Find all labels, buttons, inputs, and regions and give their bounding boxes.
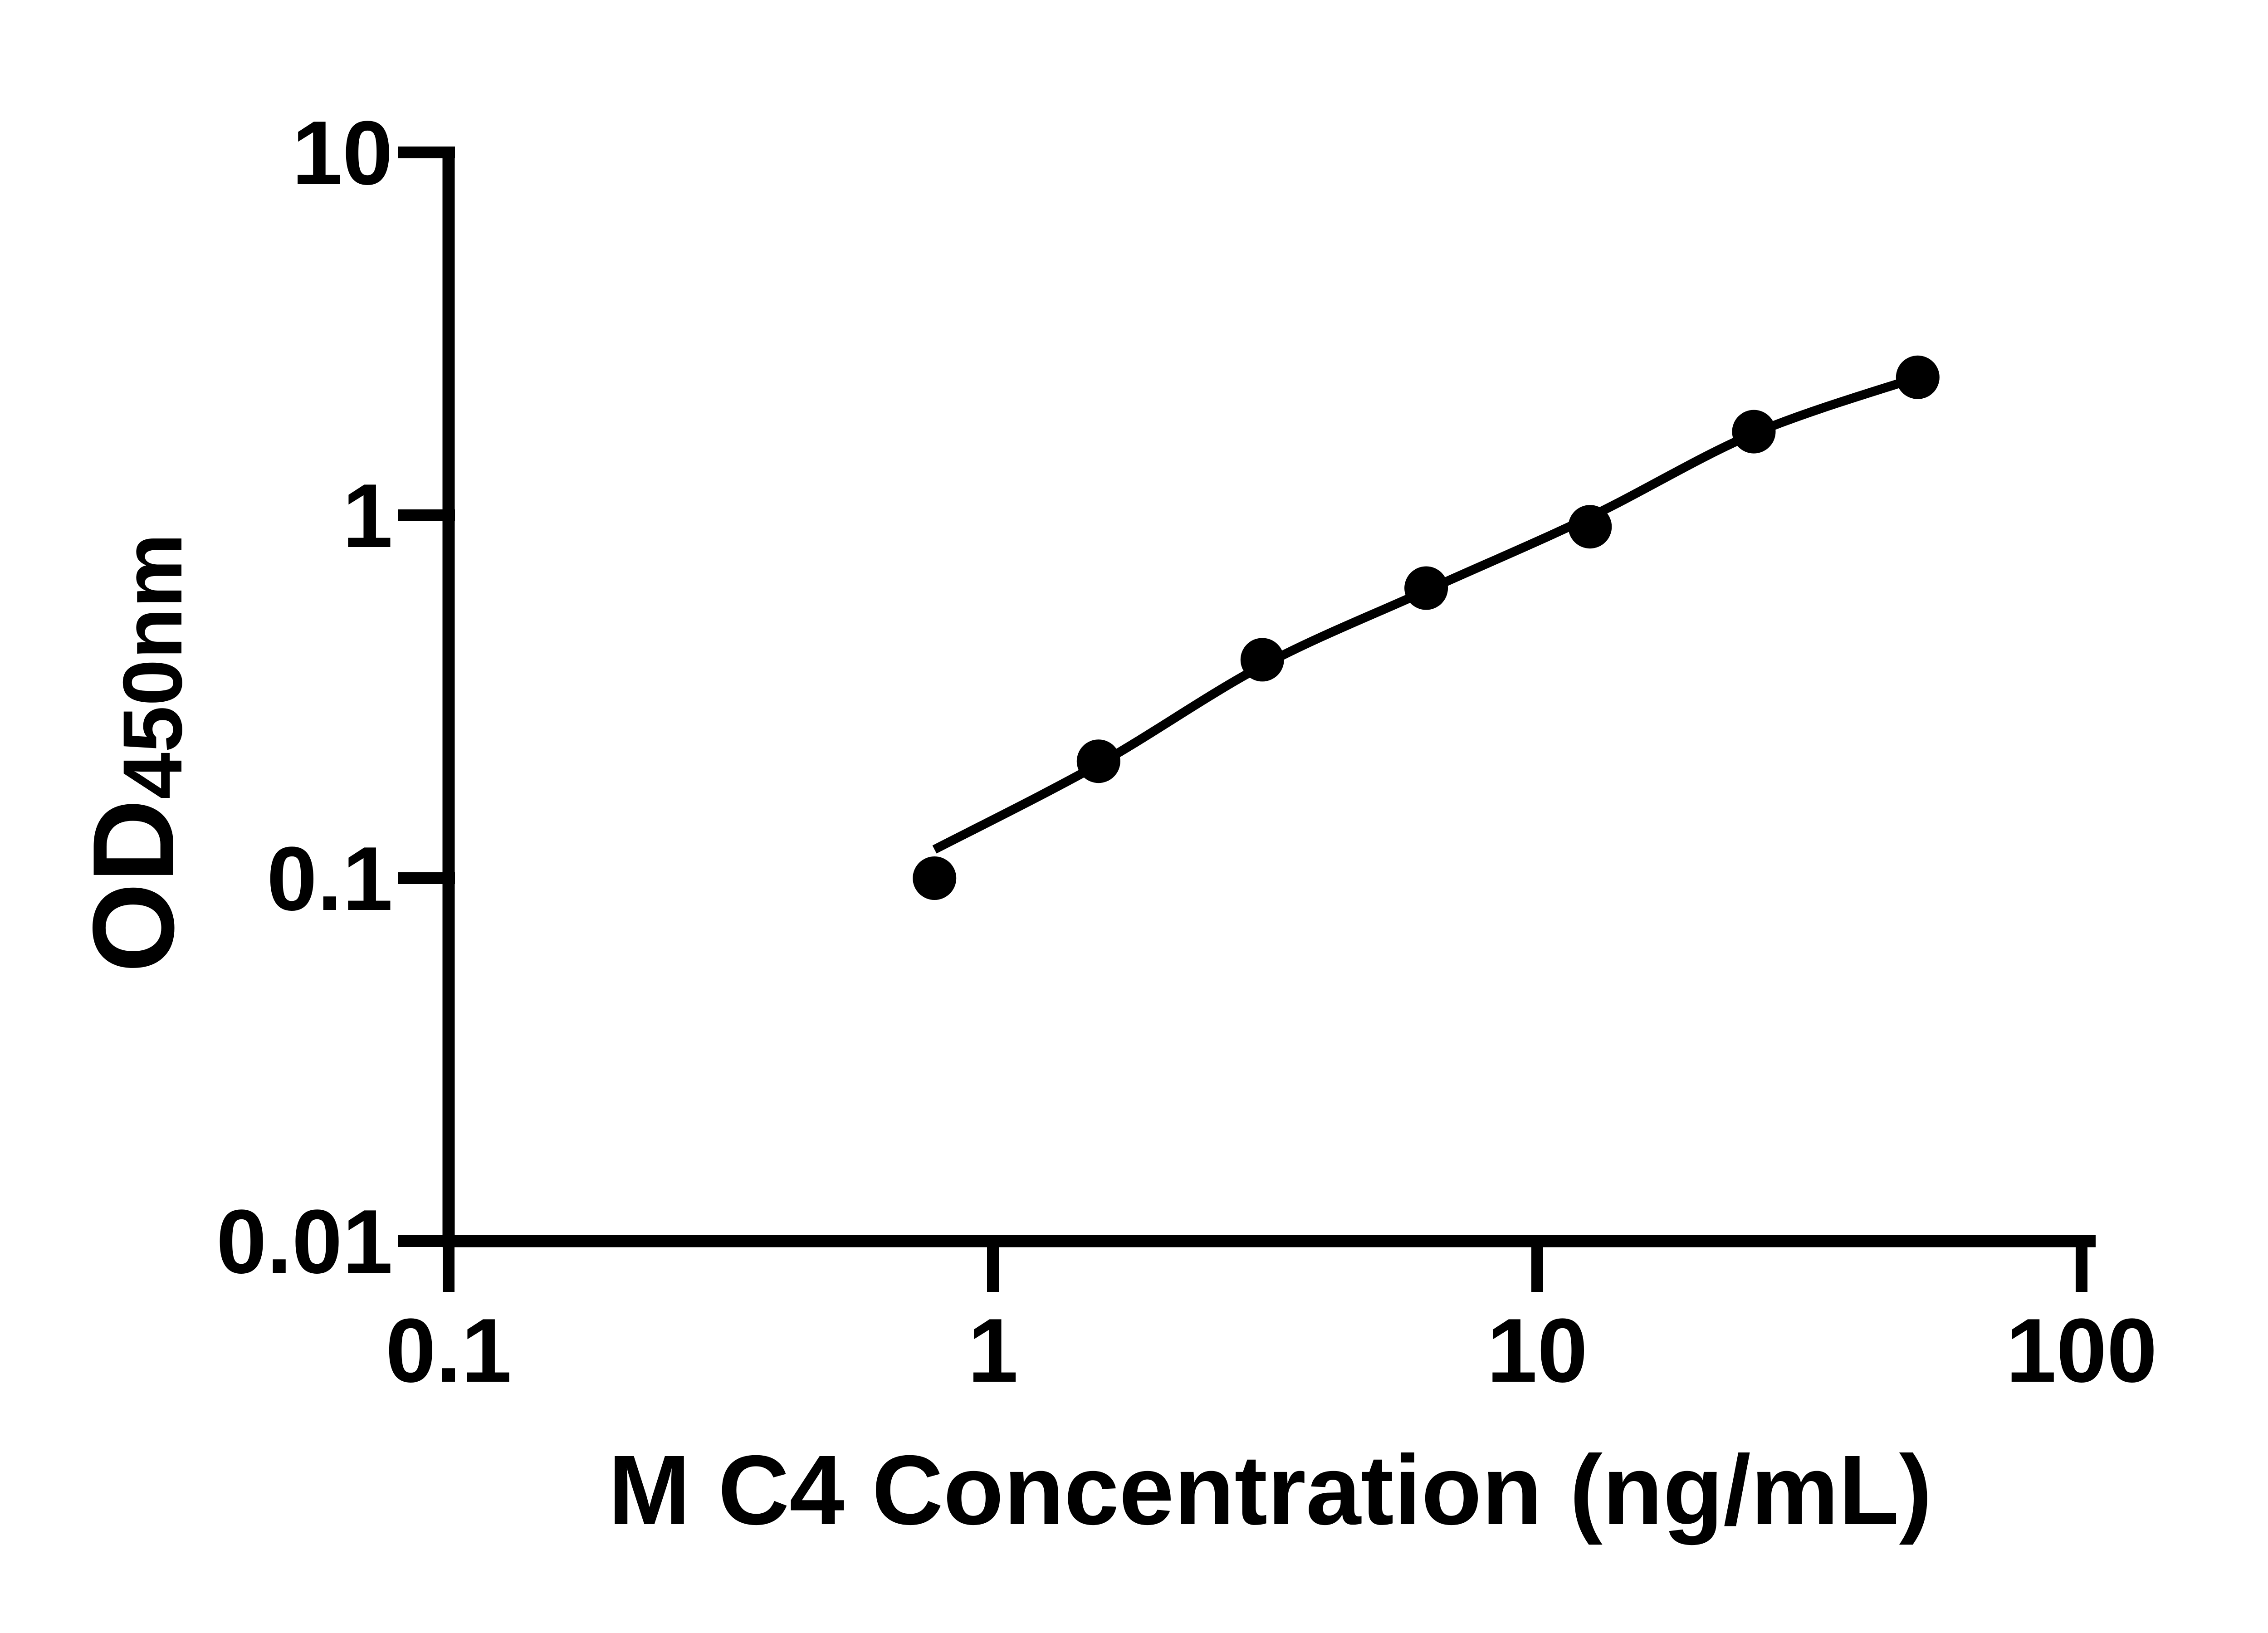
axis-frame	[442, 152, 2096, 1247]
data-point-marker	[1568, 505, 1612, 549]
y-tick-label: 10	[292, 103, 393, 204]
y-axis-title: OD450nm	[69, 533, 200, 973]
y-axis-title-group: OD450nm	[69, 533, 200, 973]
y-tick-label: 1	[342, 465, 393, 567]
data-point-marker	[1240, 638, 1284, 682]
y-axis-title-subscript: 450nm	[106, 533, 200, 799]
fit-curve	[932, 373, 1920, 854]
data-point-marker	[1404, 566, 1448, 610]
x-axis-title: M C4 Concentration (ng/mL)	[608, 1435, 1932, 1545]
x-tick-label: 1	[968, 1300, 1018, 1401]
data-points	[913, 355, 1940, 900]
y-tick-label: 0.01	[216, 1191, 393, 1292]
x-axis-tick-labels: 0.1 1 10 100	[386, 1300, 2157, 1401]
x-tick-label: 0.1	[386, 1300, 512, 1401]
data-point-marker	[1896, 355, 1940, 399]
data-point-marker	[1732, 410, 1776, 454]
axes	[442, 152, 2096, 1247]
y-tick-label: 0.1	[267, 828, 393, 929]
data-point-marker	[1076, 739, 1120, 783]
data-point-marker	[913, 856, 957, 900]
fit-curve-line	[932, 373, 1920, 854]
y-axis-title-main: OD	[69, 799, 198, 973]
x-tick-label: 100	[2006, 1300, 2157, 1401]
y-axis-tick-labels: 10 1 0.1 0.01	[216, 103, 393, 1292]
x-axis-ticks	[443, 1241, 2087, 1292]
x-tick-label: 10	[1487, 1300, 1588, 1401]
